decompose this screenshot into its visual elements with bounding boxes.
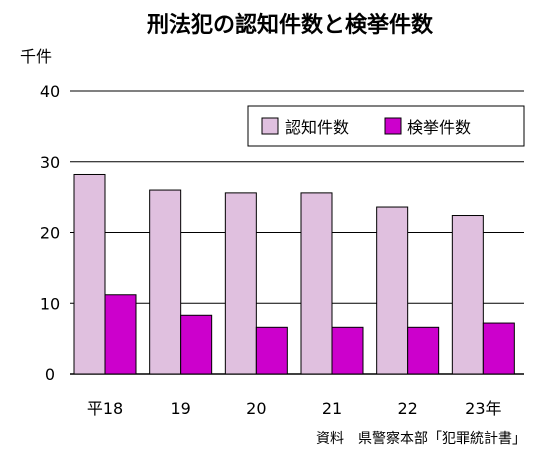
gridlines [70,90,524,375]
x-tick-label: 20 [246,399,266,418]
bar-recognized [451,215,484,375]
bar-recognized [376,206,409,375]
bar-recognized [224,192,257,375]
legend: 認知件数 検挙件数 [247,105,525,147]
y-tick-label: 20 [40,224,60,243]
bar-cleared [482,322,515,375]
legend-swatch [261,117,279,135]
x-tick-label: 21 [322,399,342,418]
y-tick-label: 30 [40,153,60,172]
bar-cleared [180,314,213,375]
chart-title: 刑法犯の認知件数と検挙件数 [147,12,434,38]
x-tick-label: 22 [397,399,417,418]
bar-recognized [149,189,182,375]
bar-cleared [407,326,440,375]
bar-recognized [73,173,106,375]
bar-cleared [104,294,137,375]
legend-label: 認知件数 [285,118,349,137]
x-tick-label: 23年 [465,399,501,418]
legend-label: 検挙件数 [407,118,471,137]
source-note: 資料 県警察本部「犯罪統計書」 [316,430,526,447]
y-tick-label: 0 [45,365,55,384]
x-axis-ticks: 平18 19 20 21 22 23年 [87,399,502,418]
bars [73,173,515,375]
bar-cleared [255,326,288,375]
bar-cleared [331,326,364,375]
x-tick-label: 平18 [87,399,123,418]
y-tick-label: 40 [40,82,60,101]
y-tick-label: 10 [40,294,60,313]
y-axis-unit: 千件 [20,47,52,66]
y-axis-ticks: 0 10 20 30 40 [40,82,60,384]
x-tick-label: 19 [170,399,190,418]
legend-swatch [384,117,402,135]
bar-recognized [300,192,333,375]
